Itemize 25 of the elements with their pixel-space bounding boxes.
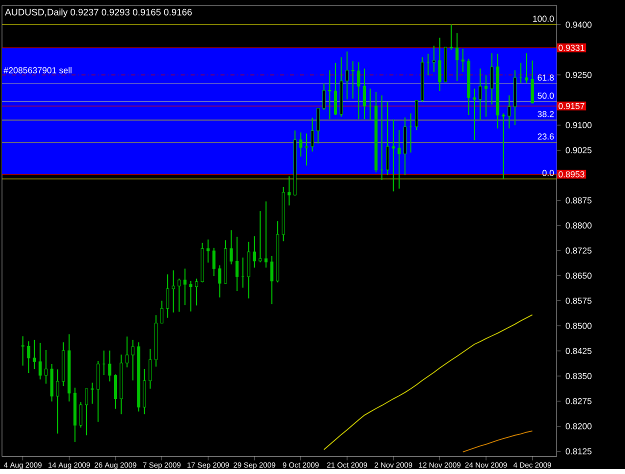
- y-tick-label: 0.8650: [566, 272, 592, 279]
- y-tick-label: 0.8575: [566, 298, 592, 304]
- y-tick-label: 0.8800: [566, 222, 592, 229]
- ref-line-label: 0.9157: [558, 103, 584, 110]
- annotation: 23.6: [538, 134, 554, 140]
- chart-title: AUDUSD,Daily 0.9237 0.9293 0.9165 0.9166: [4, 8, 192, 18]
- annotation: 50.0: [538, 92, 554, 99]
- y-tick-label: 0.8350: [566, 373, 592, 380]
- y-tick-label: 0.8200: [566, 423, 592, 430]
- annotation: 61.8: [538, 74, 554, 81]
- ref-line-label: 0.8953: [558, 171, 584, 178]
- y-tick-label: 0.8125: [566, 448, 592, 455]
- y-tick-label: 0.9400: [566, 22, 592, 28]
- ref-line-label: 0.9331: [558, 44, 584, 52]
- y-tick-label: 0.8275: [566, 398, 592, 404]
- annotation: 100.0: [533, 16, 554, 22]
- y-tick-label: 0.9100: [566, 122, 592, 128]
- y-tick-label: 0.8425: [566, 348, 592, 354]
- ref-line-label: #2085637901 sell: [4, 67, 72, 74]
- y-tick-label: 0.8500: [566, 322, 592, 330]
- y-tick-label: 0.9025: [566, 147, 592, 154]
- y-tick-label: 0.8725: [566, 248, 592, 254]
- y-tick-label: 0.9250: [566, 72, 592, 78]
- annotation: 38.2: [538, 111, 554, 118]
- y-tick-label: 0.8875: [566, 198, 592, 204]
